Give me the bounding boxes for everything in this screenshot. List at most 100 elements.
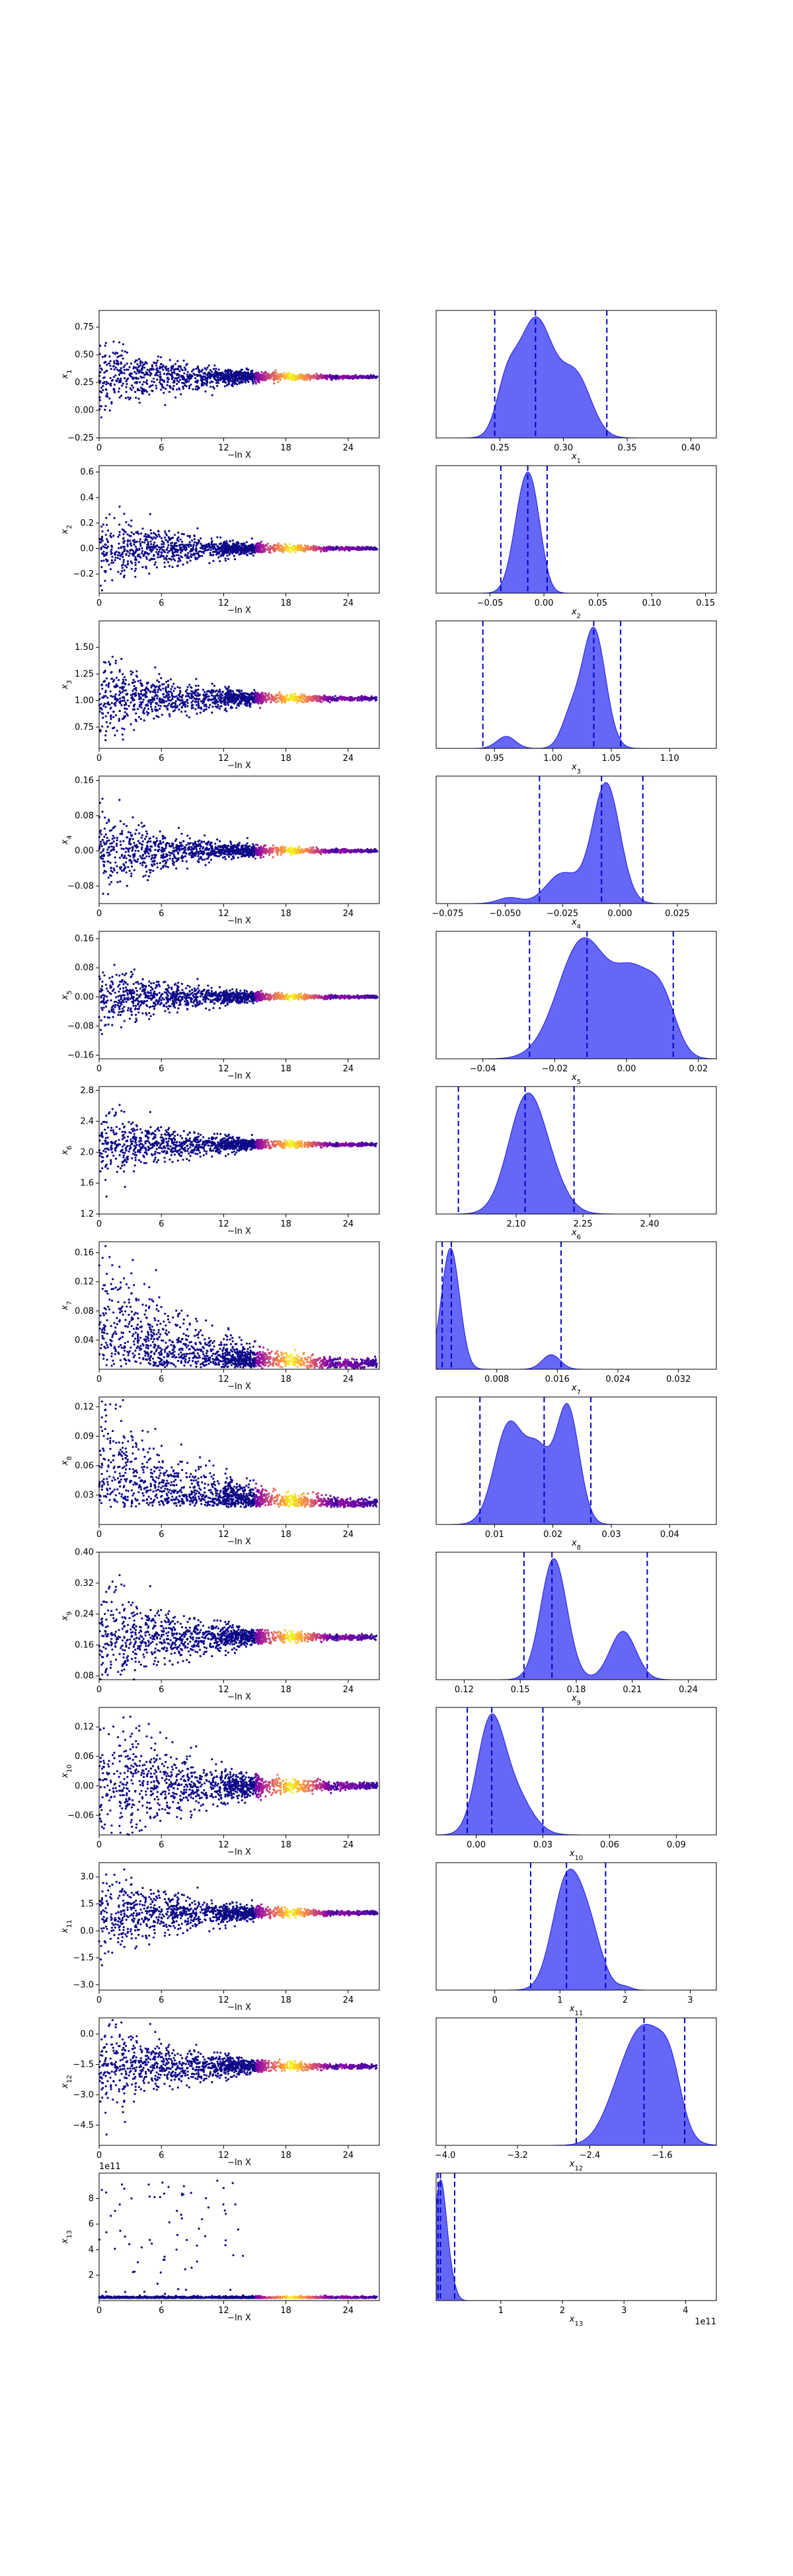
scatter-point — [149, 543, 153, 546]
scatter-point — [259, 707, 262, 709]
scatter-point — [301, 548, 303, 551]
scatter-points — [98, 505, 379, 592]
scatter-point — [297, 696, 300, 698]
scatter-point — [137, 561, 140, 563]
y-tick-label: 0.25 — [75, 378, 94, 388]
scatter-point — [105, 517, 108, 519]
scatter-point — [309, 698, 311, 700]
scatter-point — [119, 371, 122, 375]
scatter-point — [167, 690, 170, 693]
scatter-point — [225, 542, 228, 545]
scatter-point — [118, 373, 120, 376]
scatter-point — [293, 548, 297, 550]
x-tick-label: 0.30 — [554, 443, 573, 453]
scatter-point — [180, 710, 183, 713]
scatter-point — [192, 544, 195, 546]
scatter-point — [223, 540, 226, 544]
scatter-point — [135, 720, 137, 723]
scatter-point — [185, 385, 188, 388]
scatter-point — [128, 534, 131, 537]
scatter-point — [337, 698, 340, 701]
scatter-point — [307, 699, 309, 702]
scatter-point — [132, 539, 135, 542]
scatter-point — [239, 702, 242, 705]
scatter-point — [287, 375, 289, 377]
scatter-point — [110, 559, 113, 562]
scatter-point — [104, 344, 106, 347]
scatter-point — [178, 558, 180, 561]
scatter-point — [176, 367, 179, 370]
scatter-point — [139, 717, 142, 721]
scatter-point — [309, 376, 311, 379]
scatter-point — [132, 386, 135, 389]
scatter-point — [344, 376, 346, 379]
scatter-point — [172, 371, 175, 373]
scatter-point — [141, 361, 144, 364]
scatter-point — [132, 678, 135, 681]
scatter-point — [177, 380, 180, 384]
scatter-point — [223, 385, 226, 388]
scatter-point — [141, 392, 143, 394]
scatter-point — [129, 549, 132, 552]
scatter-point — [307, 373, 310, 376]
scatter-point — [121, 727, 124, 730]
scatter-point — [354, 698, 356, 700]
scatter-point — [107, 701, 110, 703]
scatter-point — [154, 362, 157, 365]
scatter-point — [248, 694, 250, 697]
scatter-point — [374, 547, 377, 550]
scatter-point — [165, 558, 168, 561]
kde-density-area — [436, 472, 716, 594]
scatter-point — [116, 379, 118, 382]
scatter-point — [106, 392, 108, 395]
scatter-point — [344, 548, 346, 551]
scatter-point — [118, 387, 121, 390]
scatter-point — [199, 550, 202, 553]
scatter-point — [181, 540, 184, 543]
scatter-point — [105, 730, 108, 733]
scatter-point — [100, 416, 102, 419]
scatter-point — [141, 390, 143, 393]
scatter-point — [110, 368, 112, 371]
scatter-point — [317, 374, 319, 377]
scatter-point — [223, 373, 226, 376]
scatter-point — [205, 705, 208, 708]
x-tick-label: 24 — [343, 598, 354, 608]
scatter-point — [212, 691, 215, 694]
scatter-point — [168, 530, 170, 532]
scatter-point — [135, 567, 137, 570]
scatter-point — [118, 719, 120, 722]
scatter-point — [109, 568, 112, 571]
scatter-point — [365, 697, 368, 699]
scatter-point — [227, 689, 229, 692]
scatter-point — [148, 572, 151, 575]
scatter-point — [259, 544, 262, 547]
scatter-point — [246, 546, 248, 550]
scatter-point — [234, 380, 237, 384]
scatter-point — [232, 696, 235, 698]
scatter-point — [138, 696, 141, 698]
scatter-point — [246, 554, 248, 556]
scatter-point — [327, 547, 330, 550]
scatter-point — [105, 684, 108, 687]
scatter-point — [114, 662, 117, 664]
scatter-point — [137, 398, 140, 400]
scatter-point — [125, 521, 128, 524]
scatter-point — [135, 396, 137, 399]
scatter-point — [193, 538, 196, 540]
scatter-point — [114, 353, 116, 355]
scatter-point — [276, 694, 279, 697]
scatter-point — [219, 536, 222, 539]
scatter-point — [246, 704, 248, 707]
scatter-point — [188, 684, 191, 686]
scatter-point — [213, 364, 216, 367]
scatter-point — [195, 550, 198, 553]
y-tick-label: 0.0 — [80, 544, 94, 554]
scatter-point — [181, 699, 184, 701]
scatter-point — [203, 840, 206, 843]
scatter-point — [162, 688, 165, 690]
scatter-point — [167, 536, 170, 539]
scatter-point — [196, 552, 199, 555]
scatter-point — [106, 711, 110, 714]
scatter-point — [100, 391, 103, 394]
